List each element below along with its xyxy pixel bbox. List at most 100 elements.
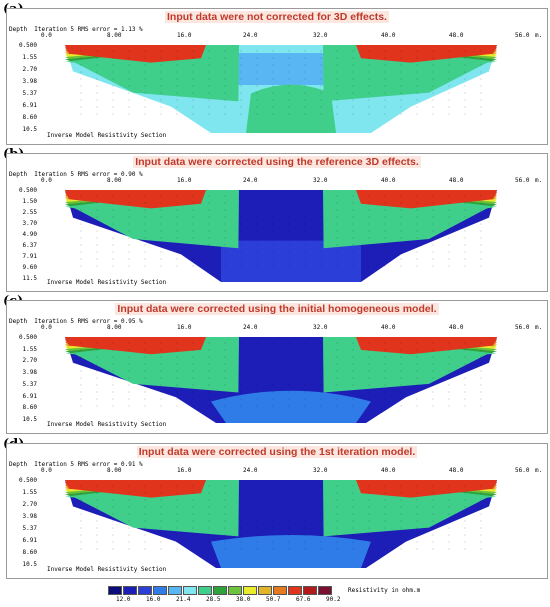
data-point-marker [416, 113, 418, 115]
legend-swatch [318, 586, 332, 595]
data-point-marker [224, 85, 226, 87]
data-point-marker [384, 57, 386, 59]
depth-header: Depth Iteration 5 RMS error = 0.91 % [9, 461, 143, 468]
data-point-marker [80, 541, 82, 543]
data-point-marker [384, 377, 386, 379]
data-point-marker [368, 342, 370, 344]
data-point-marker [288, 506, 290, 508]
data-point-marker [288, 230, 290, 232]
depth-tick-label: 0.500 [18, 334, 37, 341]
data-point-marker [192, 237, 194, 239]
data-point-marker [176, 230, 178, 232]
depth-tick-label: 2.70 [22, 66, 37, 73]
data-point-marker [336, 202, 338, 204]
data-point-marker [320, 541, 322, 543]
legend-value: 38.0 [236, 596, 251, 603]
data-point-marker [336, 349, 338, 351]
data-point-marker [96, 377, 98, 379]
data-point-marker [256, 64, 258, 66]
data-point-marker [352, 78, 354, 80]
data-point-marker [192, 258, 194, 260]
data-point-marker [448, 265, 450, 267]
data-point-marker [256, 527, 258, 529]
data-point-marker [304, 349, 306, 351]
right-resistive-band [323, 480, 497, 537]
data-point-marker [224, 384, 226, 386]
data-point-marker [432, 223, 434, 225]
data-point-marker [448, 230, 450, 232]
data-point-marker [96, 237, 98, 239]
data-point-marker [464, 106, 466, 108]
data-point-marker [464, 398, 466, 400]
data-point-marker [160, 370, 162, 372]
data-point-marker [176, 492, 178, 494]
data-point-marker [272, 223, 274, 225]
data-point-marker [240, 57, 242, 59]
data-point-marker [320, 391, 322, 393]
data-point-marker [336, 398, 338, 400]
data-point-marker [96, 520, 98, 522]
data-point-marker [320, 92, 322, 94]
data-point-marker [208, 398, 210, 400]
data-point-marker [288, 85, 290, 87]
data-point-marker [480, 499, 482, 501]
legend-swatch [273, 586, 287, 595]
data-point-marker [192, 541, 194, 543]
data-point-marker [272, 195, 274, 197]
data-point-marker [112, 78, 114, 80]
data-point-marker [128, 499, 130, 501]
data-point-marker [416, 92, 418, 94]
data-point-marker [288, 363, 290, 365]
data-point-marker [112, 485, 114, 487]
data-point-marker [416, 216, 418, 218]
data-point-marker [160, 384, 162, 386]
data-point-marker [192, 405, 194, 407]
data-point-marker [256, 370, 258, 372]
depth-tick-label: 0.500 [18, 187, 37, 194]
data-point-marker [96, 195, 98, 197]
data-point-marker [96, 506, 98, 508]
data-point-marker [160, 57, 162, 59]
data-point-marker [336, 244, 338, 246]
panel-frame: Input data were corrected using the init… [6, 300, 548, 434]
data-point-marker [384, 534, 386, 536]
data-point-marker [208, 251, 210, 253]
depth-tick-label: 10.5 [22, 561, 37, 568]
data-point-marker [368, 85, 370, 87]
data-point-marker [400, 78, 402, 80]
depth-tick-label: 2.70 [22, 357, 37, 365]
legend-swatch [243, 586, 257, 595]
data-point-marker [448, 349, 450, 351]
data-point-marker [304, 106, 306, 108]
data-point-marker [352, 230, 354, 232]
data-point-marker [272, 209, 274, 211]
data-point-marker [288, 209, 290, 211]
data-point-marker [464, 541, 466, 543]
panel-c: (c) Input data were corrected using the … [0, 292, 550, 440]
data-point-marker [224, 534, 226, 536]
data-point-marker [160, 520, 162, 522]
data-point-marker [176, 64, 178, 66]
data-point-marker [368, 71, 370, 73]
data-point-marker [432, 106, 434, 108]
depth-tick-label: 8.60 [22, 549, 37, 556]
data-point-marker [368, 349, 370, 351]
data-point-marker [320, 398, 322, 400]
data-point-marker [272, 78, 274, 80]
data-point-marker [448, 223, 450, 225]
data-point-marker [208, 356, 210, 358]
data-point-marker [320, 78, 322, 80]
data-point-marker [336, 541, 338, 543]
data-point-marker [208, 405, 210, 407]
data-point-marker [192, 377, 194, 379]
data-point-marker [384, 209, 386, 211]
data-point-marker [224, 342, 226, 344]
data-point-marker [240, 244, 242, 246]
data-point-marker [288, 398, 290, 400]
data-point-marker [336, 485, 338, 487]
data-point-marker [320, 99, 322, 101]
data-point-marker [368, 57, 370, 59]
data-point-marker [224, 106, 226, 108]
data-point-marker [304, 520, 306, 522]
data-point-marker [224, 513, 226, 515]
